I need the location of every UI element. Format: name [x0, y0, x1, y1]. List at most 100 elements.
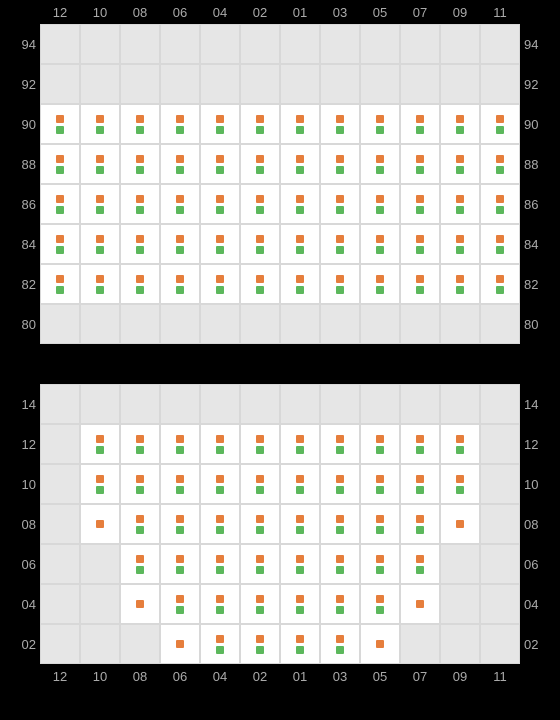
seat-cell-occupied[interactable] [240, 104, 280, 144]
seat-cell-occupied[interactable] [160, 624, 200, 664]
seat-cell-occupied[interactable] [160, 424, 200, 464]
seat-cell-occupied[interactable] [80, 144, 120, 184]
seat-cell-occupied[interactable] [160, 544, 200, 584]
seat-cell-occupied[interactable] [320, 184, 360, 224]
seat-cell-occupied[interactable] [480, 104, 520, 144]
seat-cell-occupied[interactable] [400, 544, 440, 584]
seat-cell-occupied[interactable] [360, 104, 400, 144]
seat-cell-occupied[interactable] [160, 144, 200, 184]
seat-cell-occupied[interactable] [280, 144, 320, 184]
seat-cell-occupied[interactable] [200, 184, 240, 224]
seat-cell-occupied[interactable] [280, 464, 320, 504]
seat-cell-occupied[interactable] [440, 424, 480, 464]
seat-cell-occupied[interactable] [320, 544, 360, 584]
seat-cell-occupied[interactable] [400, 184, 440, 224]
seat-cell-occupied[interactable] [120, 584, 160, 624]
seat-cell-occupied[interactable] [240, 544, 280, 584]
seat-cell-occupied[interactable] [400, 464, 440, 504]
seat-cell-occupied[interactable] [320, 104, 360, 144]
seat-cell-occupied[interactable] [200, 624, 240, 664]
seat-cell-occupied[interactable] [280, 184, 320, 224]
seat-cell-occupied[interactable] [240, 264, 280, 304]
seat-cell-occupied[interactable] [80, 504, 120, 544]
seat-cell-occupied[interactable] [200, 544, 240, 584]
seat-cell-occupied[interactable] [200, 464, 240, 504]
seat-cell-occupied[interactable] [440, 184, 480, 224]
seat-cell-occupied[interactable] [400, 224, 440, 264]
seat-cell-occupied[interactable] [320, 624, 360, 664]
seat-cell-occupied[interactable] [320, 424, 360, 464]
seat-cell-occupied[interactable] [240, 464, 280, 504]
seat-cell-occupied[interactable] [280, 224, 320, 264]
seat-cell-occupied[interactable] [120, 424, 160, 464]
seat-cell-occupied[interactable] [360, 144, 400, 184]
seat-cell-occupied[interactable] [280, 504, 320, 544]
seat-cell-occupied[interactable] [360, 184, 400, 224]
seat-cell-occupied[interactable] [400, 584, 440, 624]
seat-cell-occupied[interactable] [400, 504, 440, 544]
seat-cell-occupied[interactable] [160, 504, 200, 544]
seat-cell-occupied[interactable] [120, 224, 160, 264]
seat-cell-occupied[interactable] [40, 184, 80, 224]
seat-cell-occupied[interactable] [160, 224, 200, 264]
seat-cell-occupied[interactable] [360, 504, 400, 544]
seat-cell-occupied[interactable] [320, 144, 360, 184]
seat-cell-occupied[interactable] [120, 144, 160, 184]
seat-cell-occupied[interactable] [360, 264, 400, 304]
seat-cell-occupied[interactable] [280, 584, 320, 624]
seat-cell-occupied[interactable] [320, 464, 360, 504]
seat-cell-occupied[interactable] [200, 424, 240, 464]
seat-cell-occupied[interactable] [80, 424, 120, 464]
seat-cell-occupied[interactable] [80, 104, 120, 144]
seat-cell-occupied[interactable] [480, 184, 520, 224]
seat-cell-occupied[interactable] [440, 264, 480, 304]
seat-cell-occupied[interactable] [440, 464, 480, 504]
seat-cell-occupied[interactable] [80, 264, 120, 304]
seat-cell-occupied[interactable] [240, 624, 280, 664]
seat-cell-occupied[interactable] [360, 464, 400, 504]
seat-cell-occupied[interactable] [280, 424, 320, 464]
seat-cell-occupied[interactable] [320, 224, 360, 264]
seat-cell-occupied[interactable] [40, 264, 80, 304]
seat-cell-occupied[interactable] [120, 504, 160, 544]
seat-cell-occupied[interactable] [320, 264, 360, 304]
seat-cell-occupied[interactable] [400, 424, 440, 464]
seat-cell-occupied[interactable] [440, 144, 480, 184]
seat-cell-occupied[interactable] [480, 264, 520, 304]
seat-cell-occupied[interactable] [280, 624, 320, 664]
seat-cell-occupied[interactable] [480, 224, 520, 264]
seat-cell-occupied[interactable] [400, 104, 440, 144]
seat-cell-occupied[interactable] [200, 264, 240, 304]
seat-cell-occupied[interactable] [80, 184, 120, 224]
seat-cell-occupied[interactable] [240, 504, 280, 544]
seat-cell-occupied[interactable] [240, 584, 280, 624]
seat-cell-occupied[interactable] [440, 224, 480, 264]
seat-cell-occupied[interactable] [480, 144, 520, 184]
seat-cell-occupied[interactable] [160, 264, 200, 304]
seat-cell-occupied[interactable] [160, 184, 200, 224]
seat-cell-occupied[interactable] [240, 144, 280, 184]
seat-cell-occupied[interactable] [160, 464, 200, 504]
seat-cell-occupied[interactable] [120, 104, 160, 144]
seat-cell-occupied[interactable] [120, 184, 160, 224]
seat-cell-occupied[interactable] [400, 144, 440, 184]
seat-cell-occupied[interactable] [200, 104, 240, 144]
seat-cell-occupied[interactable] [440, 104, 480, 144]
seat-cell-occupied[interactable] [240, 184, 280, 224]
seat-cell-occupied[interactable] [320, 584, 360, 624]
seat-cell-occupied[interactable] [40, 104, 80, 144]
seat-cell-occupied[interactable] [160, 104, 200, 144]
seat-cell-occupied[interactable] [360, 624, 400, 664]
seat-cell-occupied[interactable] [280, 264, 320, 304]
seat-cell-occupied[interactable] [80, 224, 120, 264]
seat-cell-occupied[interactable] [200, 584, 240, 624]
seat-cell-occupied[interactable] [360, 424, 400, 464]
seat-cell-occupied[interactable] [160, 584, 200, 624]
seat-cell-occupied[interactable] [400, 264, 440, 304]
seat-cell-occupied[interactable] [360, 224, 400, 264]
seat-cell-occupied[interactable] [280, 104, 320, 144]
seat-cell-occupied[interactable] [360, 544, 400, 584]
seat-cell-occupied[interactable] [200, 144, 240, 184]
seat-cell-occupied[interactable] [40, 224, 80, 264]
seat-cell-occupied[interactable] [80, 464, 120, 504]
